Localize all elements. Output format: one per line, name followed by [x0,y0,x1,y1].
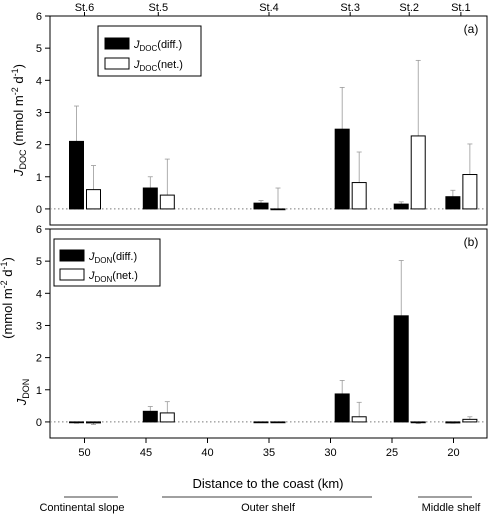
bar-diff [142,410,158,423]
legend-b-diff-label: JDON(diff.) [88,251,137,265]
y-tick-label: 3 [36,107,42,119]
bar-diff [393,315,409,423]
bar-diff [334,393,350,423]
y-tick-label: 3 [36,320,42,332]
station-label: St.2 [399,2,419,14]
y-tick-label: 2 [36,140,42,152]
bar-diff [69,140,84,210]
x-axis-ticks: 50 45 40 35 30 25 20 [78,438,460,459]
legend-a-net-label: JDOC(net.) [133,59,183,73]
legend-a-diff-swatch [104,37,130,50]
x-tick-label: 30 [324,447,336,459]
region-label-middle-shelf: Middle shelf [422,502,482,514]
station-label: St.6 [75,2,95,14]
panel-a-y-axis-title: JDOC (mmol m-2 d-1) [10,64,28,177]
x-tick-label: 40 [201,447,213,459]
legend-a-net-swatch [104,57,130,70]
panel-b-y-axis-sub-title: (mmol m-2 d-1) [0,257,15,339]
panel-b-axes: 0 1 2 3 4 5 6 [36,224,50,429]
y-tick-label: 4 [36,288,42,300]
legend-b-net-label: JDON(net.) [88,270,138,284]
bar-diff [334,128,350,210]
region-label-outer-shelf: Outer shelf [241,502,296,514]
bar-net [462,174,478,210]
panel-b-y-axis-title: JDON [14,379,31,407]
x-tick-label: 20 [447,447,459,459]
bar-diff [393,203,409,210]
panel-b-bars [69,315,478,424]
y-tick-label: 6 [36,11,42,23]
bar-net [462,418,478,423]
y-tick-label: 5 [36,256,42,268]
bar-net [86,421,101,424]
panel-a-error-bars [74,59,473,209]
bar-diff [253,202,269,210]
panel-a-tag: (a) [464,22,479,36]
y-tick-label: 4 [36,75,42,87]
bar-net [351,182,367,210]
y-tick-label: 1 [36,172,42,184]
bar-net [270,421,286,424]
legend-b-diff-swatch [59,249,85,262]
x-tick-label: 35 [263,447,275,459]
station-label: St.3 [340,2,360,14]
station-label: St.4 [259,2,279,14]
x-tick-label: 50 [78,447,90,459]
y-tick-label: 2 [36,353,42,365]
station-label: St.5 [149,2,169,14]
bar-diff [69,421,84,424]
panel-a-bars [69,128,478,211]
legend-b-net-swatch [59,268,85,281]
y-tick-label: 5 [36,43,42,55]
region-label-continental-slope: Continental slope [39,502,124,514]
bar-diff [142,187,158,210]
bar-diff [253,421,269,424]
panel-a-legend: JDOC(diff.) JDOC(net.) [97,25,202,77]
bar-net [270,208,286,211]
bar-net [159,194,175,210]
y-tick-label: 0 [36,417,42,429]
y-tick-label: 6 [36,224,42,236]
bar-net [410,135,426,210]
legend-a-diff-label: JDOC(diff.) [133,39,182,53]
panel-a-axes: 0 1 2 3 4 5 6 [36,11,50,216]
bar-net [351,416,367,423]
x-axis-title: Distance to the coast (km) [193,476,344,491]
panel-b-tag: (b) [464,235,479,249]
station-label: St.1 [451,2,471,14]
y-tick-label: 0 [36,204,42,216]
bar-diff [445,421,461,424]
bar-net [159,412,175,423]
bar-net [410,421,426,424]
bar-diff [445,196,461,210]
station-labels: St.6 St.5 St.4 St.3 St.2 St.1 [75,2,471,16]
y-tick-label: 1 [36,385,42,397]
x-tick-label: 25 [386,447,398,459]
bar-net [86,189,101,210]
x-tick-label: 45 [140,447,152,459]
panel-b-legend: JDON(diff.) JDON(net.) [53,238,161,287]
